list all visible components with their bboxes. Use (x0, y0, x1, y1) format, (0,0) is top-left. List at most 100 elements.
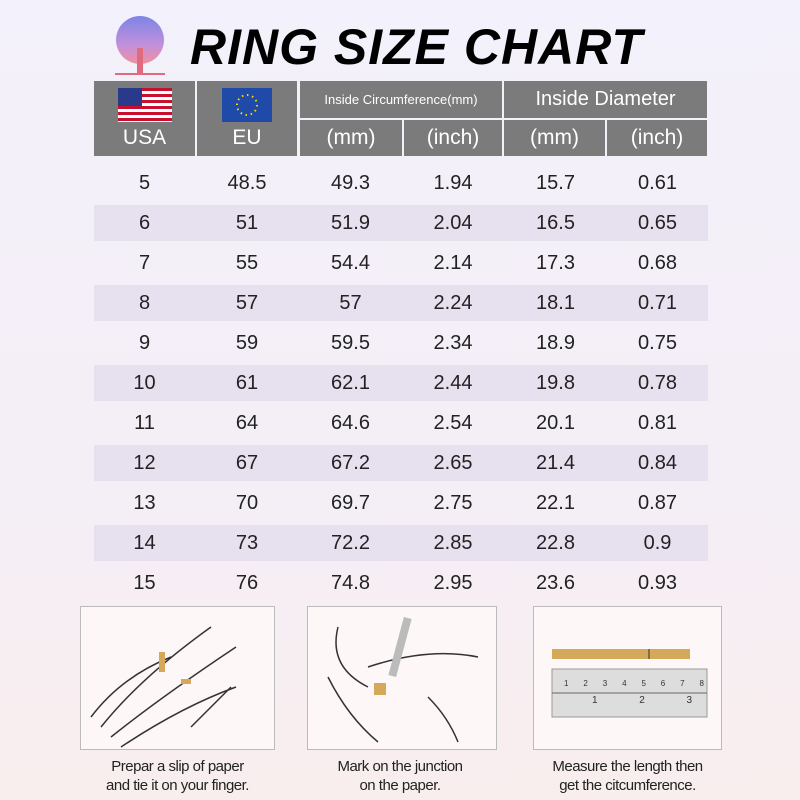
step-1-line-2: and tie it on your finger. (106, 777, 249, 794)
cell-diam-inch: 0.78 (638, 371, 677, 394)
table-row: 9 59 59.5 2.34 18.9 0.75 (94, 325, 708, 361)
step-3-line-1: Measure the length then (552, 758, 703, 775)
step-3-caption: Measure the length then get the citcumfe… (525, 757, 730, 795)
cell-usa: 10 (133, 371, 156, 394)
step-1-line-1: Prepar a slip of paper (111, 758, 244, 775)
cell-usa: 9 (138, 331, 151, 354)
cell-diam-mm: 15.7 (536, 171, 575, 194)
header-circumference: Inside Circumference(mm) (300, 81, 502, 118)
header-eu: EU (197, 81, 297, 156)
page-title: RING SIZE CHART (190, 19, 643, 75)
header-usa-label: USA (122, 125, 167, 149)
us-flag-icon (117, 87, 172, 122)
cell-circ-inch: 2.34 (433, 331, 473, 354)
ruler-tick-label: 3 (686, 695, 692, 706)
header-diam-mm: (mm) (504, 120, 605, 156)
ruler-tick-label: 6 (660, 679, 666, 688)
step-1-caption: Prepar a slip of paper and tie it on you… (70, 757, 285, 795)
cell-eu: 51 (235, 211, 259, 234)
cell-diam-mm: 22.8 (536, 531, 575, 554)
table-row: 12 67 67.2 2.65 21.4 0.84 (94, 445, 708, 481)
table-row: 15 76 74.8 2.95 23.6 0.93 (94, 565, 708, 601)
header-circ-inch: (inch) (404, 120, 502, 156)
step-3-line-2: get the citcumference. (559, 777, 696, 794)
cell-usa: 11 (134, 411, 155, 434)
eu-flag-icon (222, 87, 272, 122)
step-2-illustration (307, 606, 497, 750)
cell-eu: 55 (235, 251, 259, 274)
ruler-tick-label: 1 (564, 679, 569, 688)
cell-circ-inch: 2.14 (433, 251, 473, 274)
ruler-measure-icon (551, 649, 708, 718)
ruler-tick-label: 1 (592, 695, 598, 706)
table-row: 8 57 57 2.24 18.1 0.71 (94, 285, 708, 321)
cell-diam-inch: 0.71 (638, 291, 677, 314)
cell-circ-mm: 54.4 (331, 251, 370, 274)
cell-diam-mm: 22.1 (536, 491, 575, 514)
hand-with-paper-icon (90, 626, 237, 748)
cell-circ-inch: 2.24 (433, 291, 473, 314)
cell-usa: 7 (138, 251, 151, 274)
cell-diam-inch: 0.68 (638, 251, 677, 274)
hand-marking-paper-icon (327, 616, 479, 743)
cell-diam-mm: 16.5 (536, 211, 575, 234)
header-circ-mm: (mm) (300, 120, 402, 156)
cell-circ-inch: 1.94 (433, 171, 473, 194)
cell-diam-inch: 0.84 (638, 451, 677, 474)
cell-diam-mm: 20.1 (536, 411, 575, 434)
ruler-tick-label: 4 (622, 679, 627, 688)
header-diam-inch: (inch) (607, 120, 707, 156)
cell-circ-mm: 49.3 (331, 171, 370, 194)
cell-circ-mm: 64.6 (331, 411, 370, 434)
cell-usa: 12 (133, 451, 156, 474)
header-usa: USA (94, 81, 195, 156)
cell-usa: 15 (133, 571, 156, 594)
cell-circ-mm: 62.1 (331, 371, 370, 394)
cell-circ-inch: 2.65 (433, 451, 473, 474)
cell-diam-inch: 0.93 (638, 571, 677, 594)
table-row: 7 55 54.4 2.14 17.3 0.68 (94, 245, 708, 281)
cell-diam-mm: 21.4 (536, 451, 575, 474)
cell-diam-inch: 0.61 (638, 171, 677, 194)
cell-usa: 13 (133, 491, 156, 514)
cell-circ-mm: 57 (339, 291, 362, 314)
ruler-tick-label: 5 (641, 679, 646, 688)
cell-eu: 76 (235, 571, 259, 594)
ruler-tick-label: 7 (680, 679, 685, 688)
ruler-tick-label: 8 (699, 679, 704, 688)
cell-eu: 67 (235, 451, 259, 474)
table-row: 5 48.5 49.3 1.94 15.7 0.61 (94, 165, 708, 201)
ruler-tick-label: 2 (583, 679, 588, 688)
step-1-illustration (80, 606, 275, 750)
cell-circ-inch: 2.95 (433, 571, 473, 594)
cell-eu: 59 (235, 331, 259, 354)
cell-diam-mm: 18.9 (536, 331, 575, 354)
cell-circ-mm: 72.2 (331, 531, 370, 554)
step-2-line-2: on the paper. (359, 777, 441, 794)
header-diameter: Inside Diameter (504, 81, 707, 118)
cell-diam-mm: 23.6 (536, 571, 575, 594)
cell-eu: 48.5 (227, 171, 267, 194)
step-2-line-1: Mark on the junction (337, 758, 463, 775)
cell-circ-inch: 2.04 (433, 211, 473, 234)
table-row: 10 61 62.1 2.44 19.8 0.78 (94, 365, 708, 401)
cell-eu: 61 (235, 371, 259, 394)
header-eu-label: EU (232, 125, 262, 149)
cell-diam-inch: 0.65 (638, 211, 677, 234)
step-2-caption: Mark on the junction on the paper. (300, 757, 500, 795)
ruler-inch-labels: 1 2 3 (592, 695, 692, 706)
table-row: 11 64 64.6 2.54 20.1 0.81 (94, 405, 708, 441)
cell-circ-mm: 67.2 (331, 451, 370, 474)
cell-usa: 6 (138, 211, 151, 234)
cell-circ-mm: 74.8 (331, 571, 370, 594)
cell-circ-inch: 2.85 (433, 531, 473, 554)
table-row: 6 51 51.9 2.04 16.5 0.65 (94, 205, 708, 241)
cell-usa: 5 (138, 171, 151, 194)
cell-eu: 73 (235, 531, 259, 554)
ruler-tick-label: 2 (639, 695, 645, 706)
cell-eu: 57 (235, 291, 259, 314)
cell-eu: 64 (235, 411, 259, 434)
cell-diam-inch: 0.81 (638, 411, 677, 434)
cell-eu: 70 (235, 491, 259, 514)
